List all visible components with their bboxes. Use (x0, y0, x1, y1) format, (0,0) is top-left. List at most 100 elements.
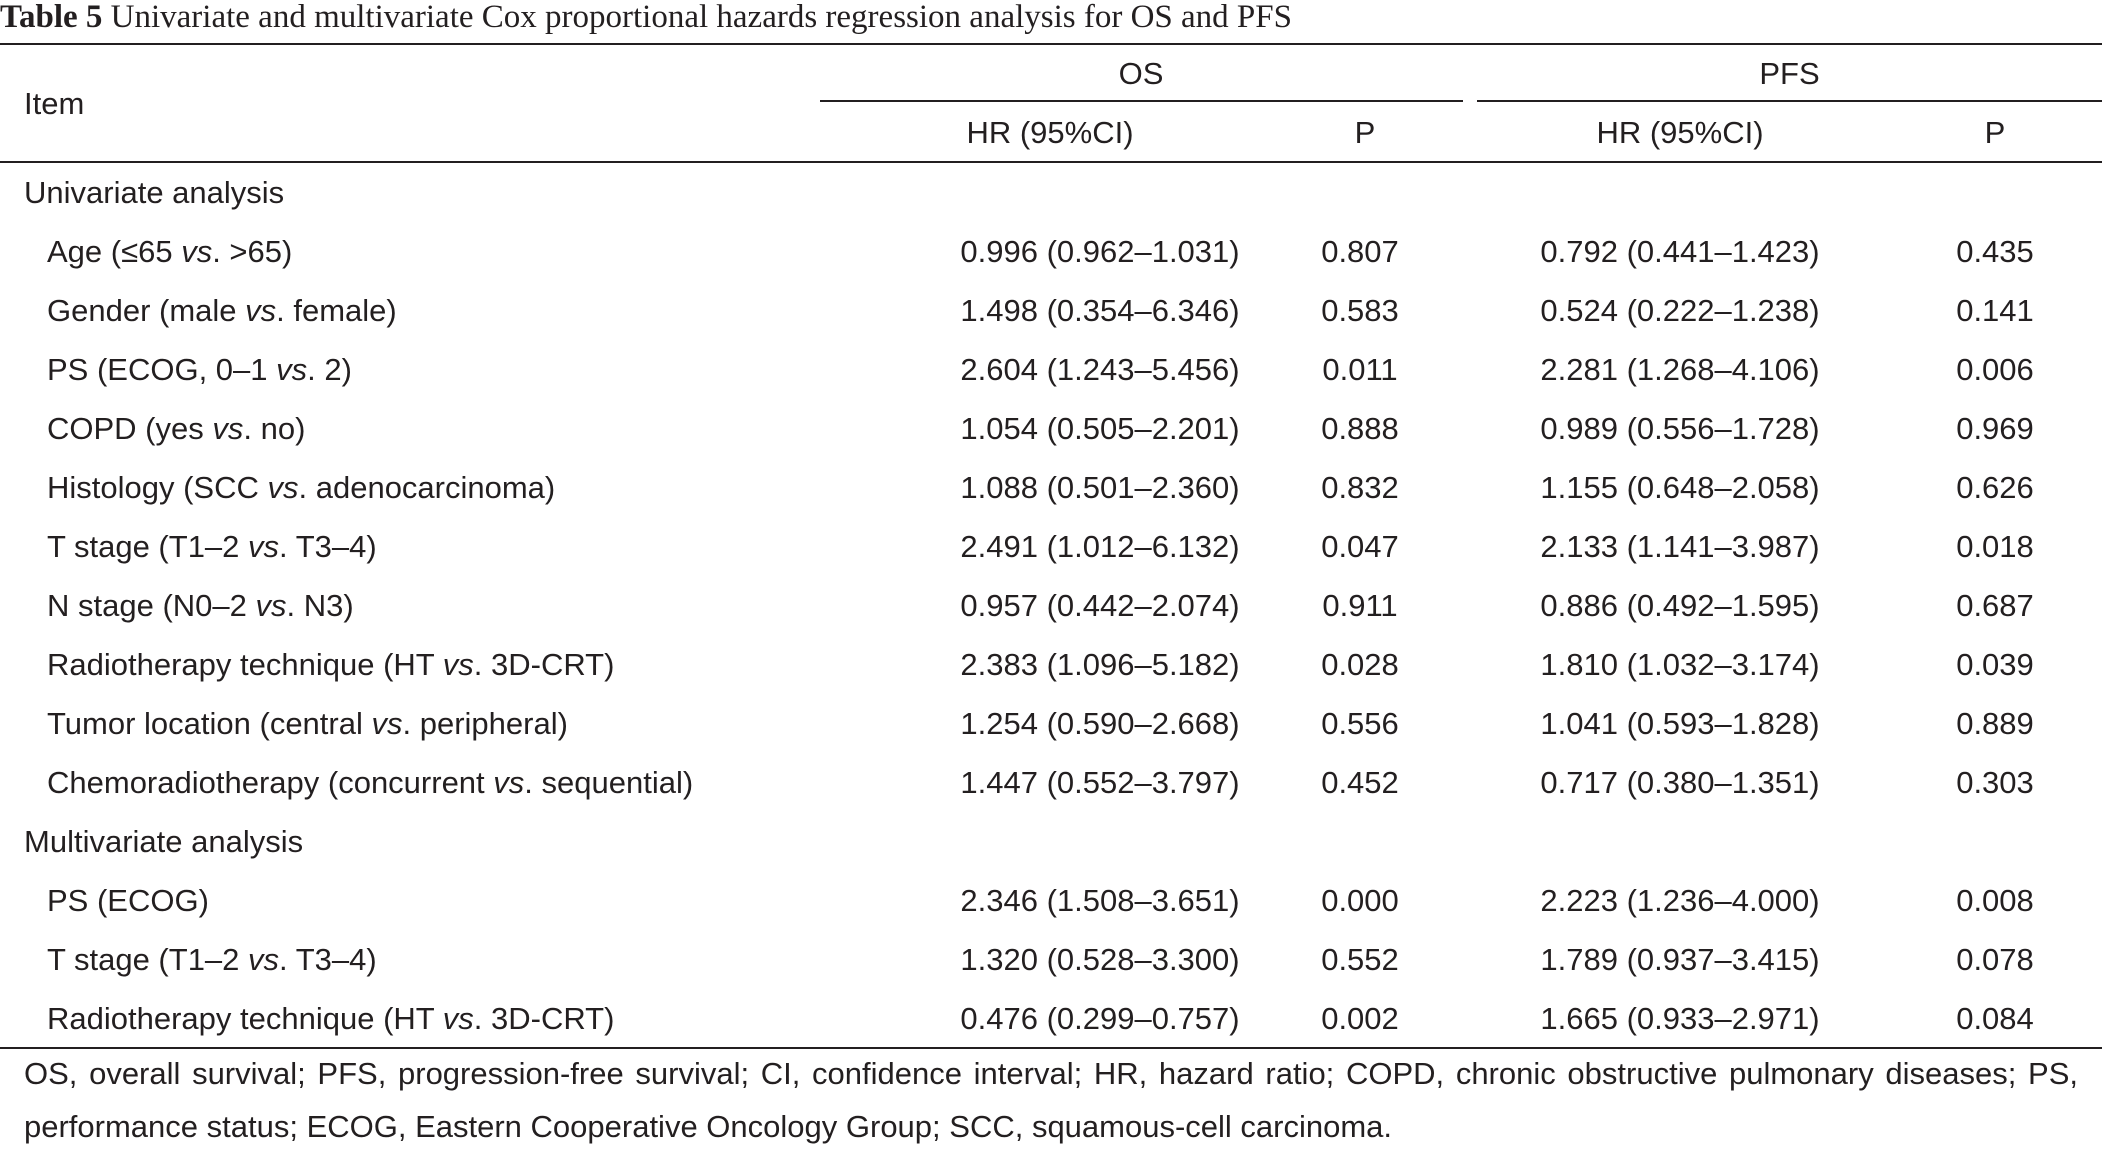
os-p-cell: 0.011 (1322, 352, 1398, 387)
pfs-group-rule (1477, 100, 2102, 102)
os-hr-cell: 2.491 (1.012–6.132) (960, 529, 1240, 564)
header-os-hr: HR (95%CI) (966, 115, 1134, 150)
row-label: Histology (SCC vs. adenocarcinoma) (47, 458, 555, 517)
row-label-text: . 3D-CRT) (473, 1001, 615, 1036)
header-item: Item (24, 86, 85, 121)
section-title: Univariate analysis (24, 175, 285, 210)
row-label: T stage (T1–2 vs. T3–4) (47, 517, 377, 576)
row-label: Tumor location (central vs. peripheral) (47, 694, 568, 753)
row-label-text: Radiotherapy technique (HT (47, 647, 443, 682)
row-label-vs: vs (493, 765, 525, 800)
row-label: Radiotherapy technique (HT vs. 3D-CRT) (47, 635, 614, 694)
header-bottom-rule (0, 161, 2102, 163)
os-p-cell: 0.000 (1321, 883, 1399, 918)
os-hr-cell: 1.088 (0.501–2.360) (960, 470, 1240, 505)
row-label: Gender (male vs. female) (47, 281, 397, 340)
row-label-text: . no) (243, 411, 306, 446)
row-label: N stage (N0–2 vs. N3) (47, 576, 354, 635)
table-caption-text: Univariate and multivariate Cox proporti… (110, 0, 1292, 35)
row-label: Age (≤65 vs. >65) (47, 222, 292, 281)
os-p-cell: 0.888 (1321, 411, 1399, 446)
row-label-text: Radiotherapy technique (HT (47, 1001, 443, 1036)
row-label-vs: vs (255, 588, 287, 623)
row-label: PS (ECOG) (47, 871, 209, 930)
os-p-cell: 0.583 (1321, 293, 1399, 328)
pfs-hr-cell: 0.717 (0.380–1.351) (1540, 765, 1820, 800)
pfs-hr-cell: 0.886 (0.492–1.595) (1540, 588, 1820, 623)
pfs-hr-cell: 0.792 (0.441–1.423) (1540, 234, 1820, 269)
row-label-text: . >65) (212, 234, 293, 269)
pfs-hr-cell: 0.989 (0.556–1.728) (1540, 411, 1820, 446)
table-caption: Table 5 Univariate and multivariate Cox … (0, 0, 1292, 38)
os-p-cell: 0.028 (1321, 647, 1399, 682)
header-pfs-p: P (1984, 115, 2006, 150)
row-label-text: Age (≤65 (47, 234, 182, 269)
os-hr-cell: 1.447 (0.552–3.797) (960, 765, 1240, 800)
os-hr-cell: 0.996 (0.962–1.031) (960, 234, 1240, 269)
os-hr-cell: 2.346 (1.508–3.651) (960, 883, 1240, 918)
row-label-vs: vs (442, 647, 474, 682)
pfs-p-cell: 0.018 (1956, 529, 2034, 564)
row-label-text: COPD (yes (47, 411, 213, 446)
os-p-cell: 0.552 (1321, 942, 1399, 977)
os-p-cell: 0.452 (1321, 765, 1399, 800)
row-label-text: T stage (T1–2 (47, 942, 249, 977)
row-label-text: . sequential) (524, 765, 694, 800)
row-label-text: . N3) (286, 588, 354, 623)
pfs-p-cell: 0.084 (1956, 1001, 2034, 1036)
row-label-text: . T3–4) (279, 942, 377, 977)
os-p-cell: 0.047 (1321, 529, 1399, 564)
row-label: Chemoradiotherapy (concurrent vs. sequen… (47, 753, 693, 812)
os-p-cell: 0.002 (1321, 1001, 1399, 1036)
row-label-text: . female) (276, 293, 397, 328)
pfs-hr-cell: 1.041 (0.593–1.828) (1540, 706, 1820, 741)
row-label-text: PS (ECOG) (47, 883, 209, 918)
header-pfs-hr: HR (95%CI) (1596, 115, 1764, 150)
row-label-vs: vs (245, 293, 277, 328)
pfs-p-cell: 0.008 (1956, 883, 2034, 918)
row-label-vs: vs (181, 234, 213, 269)
pfs-hr-cell: 1.665 (0.933–2.971) (1540, 1001, 1820, 1036)
row-label: T stage (T1–2 vs. T3–4) (47, 930, 377, 989)
pfs-hr-cell: 0.524 (0.222–1.238) (1540, 293, 1820, 328)
pfs-p-cell: 0.626 (1956, 470, 2034, 505)
pfs-p-cell: 0.435 (1956, 234, 2034, 269)
top-rule (0, 43, 2102, 45)
pfs-hr-cell: 2.133 (1.141–3.987) (1540, 529, 1820, 564)
os-hr-cell: 2.604 (1.243–5.456) (960, 352, 1240, 387)
row-label-text: Histology (SCC (47, 470, 268, 505)
os-hr-cell: 2.383 (1.096–5.182) (960, 647, 1240, 682)
row-label-vs: vs (442, 1001, 474, 1036)
pfs-hr-cell: 1.789 (0.937–3.415) (1540, 942, 1820, 977)
pfs-p-cell: 0.078 (1956, 942, 2034, 977)
os-group-rule (820, 100, 1463, 102)
row-label-text: T stage (T1–2 (47, 529, 249, 564)
row-label-vs: vs (212, 411, 244, 446)
bottom-rule (0, 1047, 2102, 1049)
pfs-hr-cell: 2.223 (1.236–4.000) (1540, 883, 1820, 918)
os-p-cell: 0.911 (1322, 588, 1398, 623)
row-label-text: Gender (male (47, 293, 246, 328)
row-label-vs: vs (248, 942, 280, 977)
row-label-text: PS (ECOG, 0–1 (47, 352, 277, 387)
os-hr-cell: 1.054 (0.505–2.201) (960, 411, 1240, 446)
row-label-vs: vs (371, 706, 403, 741)
pfs-p-cell: 0.303 (1956, 765, 2034, 800)
pfs-p-cell: 0.969 (1956, 411, 2034, 446)
os-hr-cell: 1.254 (0.590–2.668) (960, 706, 1240, 741)
row-label: Radiotherapy technique (HT vs. 3D-CRT) (47, 989, 614, 1048)
table-caption-label: Table 5 (0, 0, 103, 35)
os-hr-cell: 1.498 (0.354–6.346) (960, 293, 1240, 328)
header-os-p: P (1354, 115, 1376, 150)
pfs-hr-cell: 2.281 (1.268–4.106) (1540, 352, 1820, 387)
row-label: COPD (yes vs. no) (47, 399, 305, 458)
row-label-text: . 2) (307, 352, 352, 387)
header-pfs: PFS (1759, 56, 1820, 91)
os-hr-cell: 0.476 (0.299–0.757) (960, 1001, 1240, 1036)
row-label-text: N stage (N0–2 (47, 588, 256, 623)
os-p-cell: 0.832 (1321, 470, 1399, 505)
row-label-text: . 3D-CRT) (473, 647, 615, 682)
row-label-text: . adenocarcinoma) (298, 470, 556, 505)
row-label-text: . peripheral) (402, 706, 568, 741)
os-p-cell: 0.807 (1321, 234, 1399, 269)
